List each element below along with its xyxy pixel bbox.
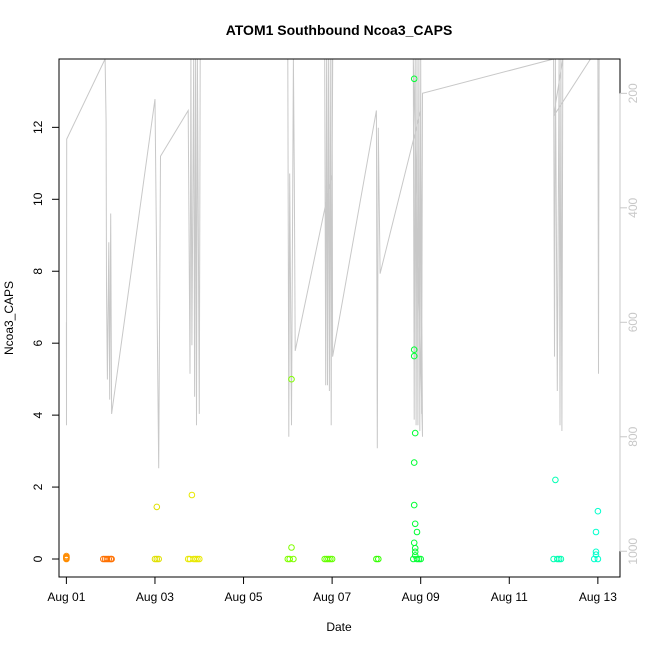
data-point [411, 552, 419, 559]
data-point [555, 555, 563, 563]
y2-tick-label: 400 [626, 197, 640, 217]
data-point [554, 555, 561, 563]
data-point [411, 544, 419, 552]
y-axis-label: Ncoa3_CAPS [2, 281, 16, 355]
data-point [188, 491, 196, 499]
chart-title: ATOM1 Southbound Ncoa3_CAPS [226, 22, 453, 38]
data-point [153, 503, 161, 511]
x-axis-label: Date [326, 620, 352, 634]
data-point [592, 551, 600, 559]
y-axis: 0 2 4 6 8 10 12 [31, 120, 60, 562]
x-tick-label: Aug 13 [579, 590, 617, 604]
data-point [108, 555, 115, 563]
y2-tick-label: 200 [626, 83, 640, 103]
data-point [328, 555, 336, 563]
data-point [411, 520, 419, 528]
data-point [325, 555, 332, 563]
depth-trace-line [65, 59, 600, 469]
x-tick-label: Aug 03 [136, 590, 174, 604]
data-point [286, 555, 294, 563]
data-point [288, 544, 295, 551]
y2-tick-label: 600 [626, 312, 640, 332]
data-point [410, 501, 418, 509]
data-point [594, 507, 602, 515]
data-point [196, 555, 203, 563]
data-point [327, 555, 334, 563]
y2-axis: 200 400 600 800 1000 [619, 83, 640, 565]
x-tick-label: Aug 05 [225, 590, 263, 604]
data-point [592, 548, 600, 556]
data-point [415, 555, 423, 563]
data-point [410, 539, 418, 547]
data-point [410, 346, 418, 354]
points-layer [63, 75, 602, 563]
y-tick-label: 2 [31, 483, 45, 490]
data-point [590, 555, 598, 563]
data-point [153, 555, 161, 563]
y-tick-label: 4 [31, 411, 45, 418]
data-point [103, 555, 111, 563]
data-point [592, 528, 600, 536]
data-point [410, 75, 418, 83]
data-point [373, 555, 380, 563]
data-point [290, 555, 297, 563]
data-point [410, 352, 418, 360]
y2-tick-label: 800 [626, 426, 640, 446]
data-point [594, 555, 602, 563]
y-tick-label: 8 [31, 268, 45, 275]
data-point [411, 429, 419, 437]
data-point [410, 459, 418, 466]
data-point [192, 555, 199, 563]
data-point [411, 548, 419, 556]
data-point [63, 554, 70, 561]
data-point [105, 555, 113, 563]
y-tick-label: 10 [31, 192, 45, 206]
x-axis: Aug 01 Aug 03 Aug 05 Aug 07 Aug 09 Aug 11 Aug … [47, 576, 617, 604]
data-point [288, 375, 295, 383]
data-point [375, 555, 382, 563]
data-point [413, 555, 421, 563]
y-tick-label: 6 [31, 340, 45, 347]
x-tick-label: Aug 11 [491, 590, 528, 604]
data-point [151, 555, 159, 563]
y-tick-label: 12 [31, 120, 45, 134]
x-tick-label: Aug 09 [402, 590, 440, 604]
data-point [557, 555, 565, 563]
data-point [417, 555, 425, 563]
x-tick-label: Aug 01 [47, 590, 85, 604]
x-tick-label: Aug 07 [313, 590, 351, 604]
y2-tick-label: 1000 [626, 538, 640, 565]
data-point [413, 528, 421, 536]
data-point [552, 476, 559, 484]
depth-trace-layer [65, 59, 600, 469]
y-tick-label: 0 [31, 555, 45, 562]
data-point [194, 555, 201, 563]
data-point [155, 555, 162, 563]
